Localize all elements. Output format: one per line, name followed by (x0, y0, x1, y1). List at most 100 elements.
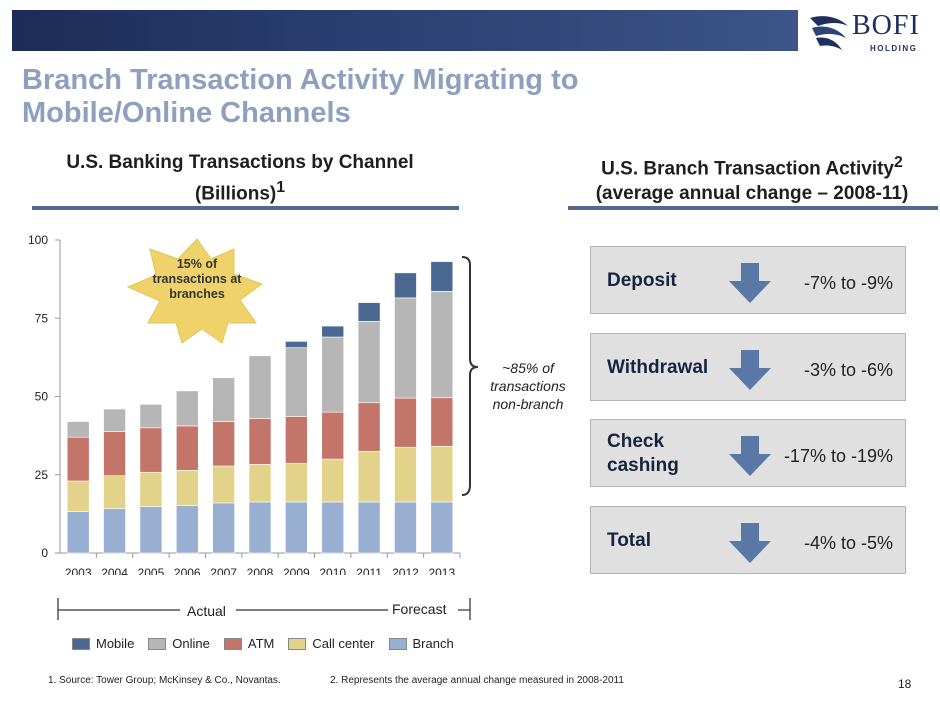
bar-online (357, 321, 381, 404)
page-title: Branch Transaction Activity Migrating to… (22, 64, 579, 129)
activity-heading-line1: U.S. Branch Transaction Activity (601, 158, 894, 180)
footnote-1: 1. Source: Tower Group; McKinsey & Co., … (48, 675, 281, 686)
legend-label: Online (172, 636, 210, 651)
bar-mobile (321, 325, 345, 338)
activity-box-total: Total -4% to -5% (590, 506, 906, 574)
chart-heading-rule (32, 206, 459, 210)
down-arrow-icon (729, 350, 771, 390)
bar-online (103, 408, 126, 432)
activity-heading-line2: (average annual change – 2008-11) (595, 183, 909, 205)
bar-online (321, 336, 345, 413)
bar-atm (139, 427, 163, 473)
activity-box-check-cashing: Check cashing -17% to -19% (590, 419, 906, 487)
activity-label: Check cashing (607, 431, 679, 476)
legend-label: ATM (247, 636, 275, 651)
bar-call-center (212, 465, 235, 504)
bar-call-center (175, 470, 199, 506)
x-tick-label: 2004 (101, 566, 128, 575)
bar-atm (357, 402, 381, 452)
bar-call-center (139, 471, 163, 507)
activity-label: Withdrawal (607, 357, 709, 378)
down-arrow-icon (729, 263, 771, 303)
bar-mobile (357, 302, 381, 322)
chart-heading: U.S. Banking Transactions by Channel (Bi… (30, 150, 450, 206)
legend-item-atm: ATM (223, 636, 275, 651)
header-band (12, 10, 798, 51)
y-tick-label: 75 (35, 311, 49, 325)
timeline-forecast-label: Forecast (392, 601, 447, 617)
bar-online (175, 390, 199, 427)
bar-atm (285, 416, 308, 464)
x-tick-label: 2010 (319, 566, 346, 575)
legend-item-branch: Branch (388, 636, 454, 651)
actual-forecast-timeline (57, 598, 471, 620)
legend-item-online: Online (148, 636, 210, 651)
transactions-chart: 0 25 50 75 100 2003 2004 2005 2006 2007 2008 2009 20… (28, 233, 479, 575)
x-tick-label: 2006 (174, 566, 201, 575)
activity-value: -4% to -5% (803, 533, 893, 553)
chart-bars (66, 261, 454, 554)
legend-swatch (148, 637, 167, 650)
x-tick-label: 2012 (392, 566, 419, 575)
bar-branch (285, 501, 308, 554)
nonbranch-callout: ~85% of transactions non-branch (490, 360, 566, 412)
x-tick-label: 2007 (210, 566, 237, 575)
branch-share-callout-star (126, 238, 264, 344)
legend-swatch (72, 637, 90, 650)
branch-share-callout: 15% of transactions at branches (152, 257, 242, 301)
bar-branch (66, 511, 90, 554)
bar-call-center (285, 463, 308, 503)
legend-swatch (388, 637, 407, 650)
bar-branch (394, 501, 417, 554)
legend-item-call-center: Call center (288, 636, 375, 651)
bar-online (139, 404, 163, 429)
eagle-wing-icon (810, 16, 848, 50)
bar-branch (357, 501, 381, 554)
activity-label: Total (607, 530, 651, 551)
timeline-actual-label: Actual (187, 603, 226, 619)
bar-call-center (103, 475, 126, 509)
chart-axes: 0 25 50 75 100 2003 2004 2005 2006 2007 2008 2009 20… (28, 233, 461, 575)
bar-branch (321, 501, 345, 554)
x-tick-label: 2008 (247, 566, 274, 575)
bar-online (248, 355, 272, 419)
chart-legend: Mobile Online ATM Call center Branch (72, 636, 468, 651)
bar-atm (321, 411, 345, 460)
bar-call-center (430, 445, 454, 503)
bar-call-center (66, 480, 90, 512)
footnote-marker-1: 1 (276, 179, 286, 196)
bar-online (212, 377, 235, 422)
legend-label: Mobile (96, 636, 135, 651)
activity-heading: U.S. Branch Transaction Activity2 (avera… (566, 150, 938, 206)
legend-label: Branch (412, 636, 454, 651)
bar-call-center (321, 458, 345, 503)
bar-call-center (357, 450, 381, 503)
bar-branch (430, 501, 454, 554)
chart-heading-line2: (Billions) (194, 183, 277, 205)
activity-label: Deposit (607, 270, 677, 291)
bar-atm (66, 436, 90, 482)
bar-atm (248, 418, 272, 465)
activity-box-withdrawal: Withdrawal -3% to -6% (590, 333, 906, 401)
footnote-2: 2. Represents the average annual change … (330, 675, 624, 686)
x-tick-label: 2011 (356, 566, 382, 575)
legend-swatch (288, 637, 307, 650)
x-tick-label: 2009 (283, 566, 310, 575)
bar-mobile (394, 272, 417, 299)
legend-label: Call center (312, 636, 375, 651)
activity-value: -7% to -9% (803, 273, 893, 293)
nonbranch-brace (461, 256, 479, 496)
activity-value: -17% to -19% (783, 446, 893, 466)
x-tick-label: 2003 (65, 566, 92, 575)
x-tick-label: 2005 (138, 566, 165, 575)
bar-atm (212, 421, 235, 467)
page-number: 18 (898, 677, 912, 691)
legend-swatch (223, 637, 242, 650)
bar-branch (248, 501, 272, 554)
logo-text: BOFI (852, 10, 920, 41)
y-tick-label: 25 (35, 468, 49, 482)
down-arrow-icon (729, 523, 771, 563)
y-tick-label: 100 (28, 233, 48, 247)
bar-branch (103, 508, 126, 554)
activity-box-deposit: Deposit -7% to -9% (590, 246, 906, 314)
